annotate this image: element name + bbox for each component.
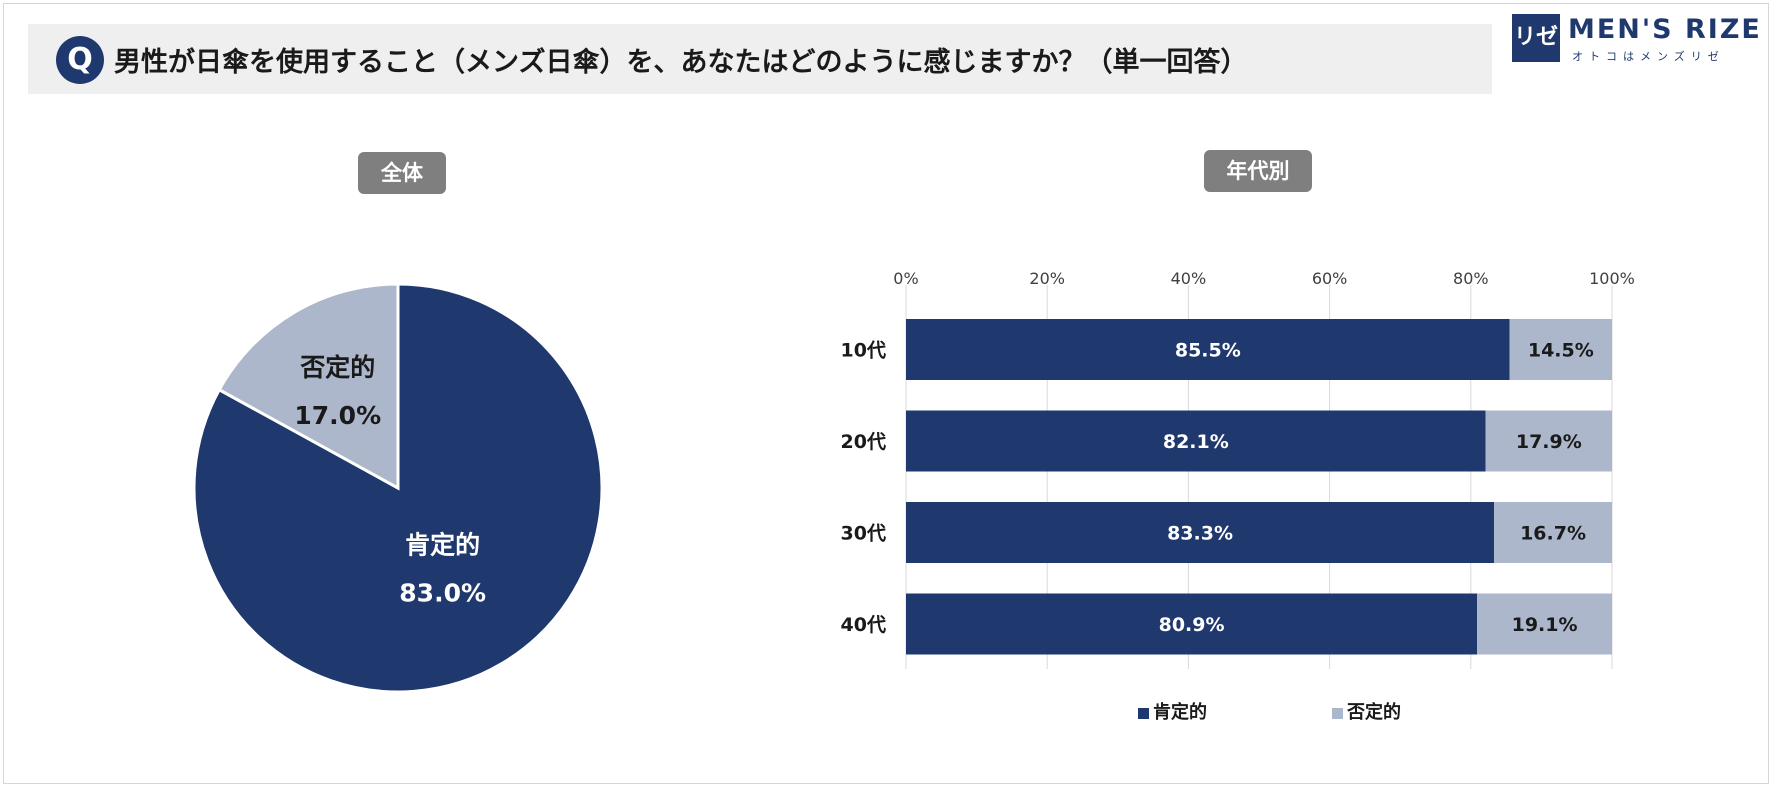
x-tick-label: 0% bbox=[893, 269, 918, 288]
x-tick-label: 60% bbox=[1312, 269, 1348, 288]
y-category-label: 30代 bbox=[841, 523, 886, 545]
bar-chart: 0% 20% 40% 60% 80% 100% 10代 85.5% 14.5% 20代 82.1% 1… bbox=[841, 269, 1635, 669]
bar-data-label-negative: 19.1% bbox=[1512, 614, 1578, 636]
legend-item-negative: 否定的 bbox=[1332, 698, 1401, 724]
bar-data-label-positive: 85.5% bbox=[1175, 340, 1241, 362]
legend-swatch-negative bbox=[1332, 707, 1343, 719]
bar-data-label-negative: 17.9% bbox=[1516, 431, 1582, 453]
slide-frame bbox=[3, 3, 1769, 784]
x-tick-label: 80% bbox=[1453, 269, 1489, 288]
question-text: 男性が日傘を使用すること（メンズ日傘）を、あなたはどのように感じますか？（単一回… bbox=[114, 47, 1248, 78]
pie-value-negative: 17.0% bbox=[294, 401, 381, 430]
legend-label-positive: 肯定的 bbox=[1153, 702, 1207, 723]
pie-label-positive: 肯定的 bbox=[405, 531, 480, 560]
bar-data-label-positive: 82.1% bbox=[1163, 431, 1229, 453]
logo-mark: リゼ bbox=[1512, 14, 1560, 62]
bar-data-label-positive: 80.9% bbox=[1159, 614, 1225, 636]
bar-segment-negative bbox=[1485, 410, 1612, 472]
question-badge: Q bbox=[56, 36, 104, 84]
logo-tagline: オトコはメンズリゼ bbox=[1572, 50, 1725, 63]
bar-segment-negative bbox=[1477, 593, 1612, 655]
bar-segment-positive bbox=[906, 410, 1486, 472]
brand-logo: リゼ MEN'S RIZE オトコはメンズリゼ bbox=[1512, 14, 1760, 64]
x-tick-label: 100% bbox=[1589, 269, 1635, 288]
y-category-label: 40代 bbox=[841, 614, 886, 636]
logo-name: MEN'S RIZE bbox=[1568, 14, 1762, 45]
x-tick-label: 20% bbox=[1029, 269, 1065, 288]
bar-segment-positive bbox=[906, 502, 1495, 563]
bar-data-label-negative: 14.5% bbox=[1528, 340, 1594, 362]
pie-slice-negative bbox=[217, 282, 400, 491]
pie-label-negative: 否定的 bbox=[299, 353, 375, 382]
x-tick-label: 40% bbox=[1171, 269, 1207, 288]
section-label-overall: 全体 bbox=[358, 152, 446, 194]
pie-chart: 肯定的 83.0% 否定的 17.0% bbox=[192, 282, 604, 694]
question-bar bbox=[28, 24, 1492, 94]
legend-label-negative: 否定的 bbox=[1347, 702, 1401, 723]
legend-item-positive: 肯定的 bbox=[1138, 698, 1207, 724]
legend-swatch-positive bbox=[1138, 707, 1149, 719]
y-category-label: 20代 bbox=[841, 431, 886, 453]
y-category-label: 10代 bbox=[841, 340, 886, 362]
bar-segment-positive bbox=[906, 593, 1478, 655]
pie-value-positive: 83.0% bbox=[399, 579, 486, 608]
bar-data-label-negative: 16.7% bbox=[1520, 523, 1586, 545]
bar-segment-negative bbox=[1509, 319, 1612, 380]
bar-segment-positive bbox=[906, 319, 1510, 380]
section-label-by-age: 年代別 bbox=[1204, 150, 1312, 192]
bar-segment-negative bbox=[1494, 502, 1612, 563]
bar-data-label-positive: 83.3% bbox=[1167, 523, 1233, 545]
